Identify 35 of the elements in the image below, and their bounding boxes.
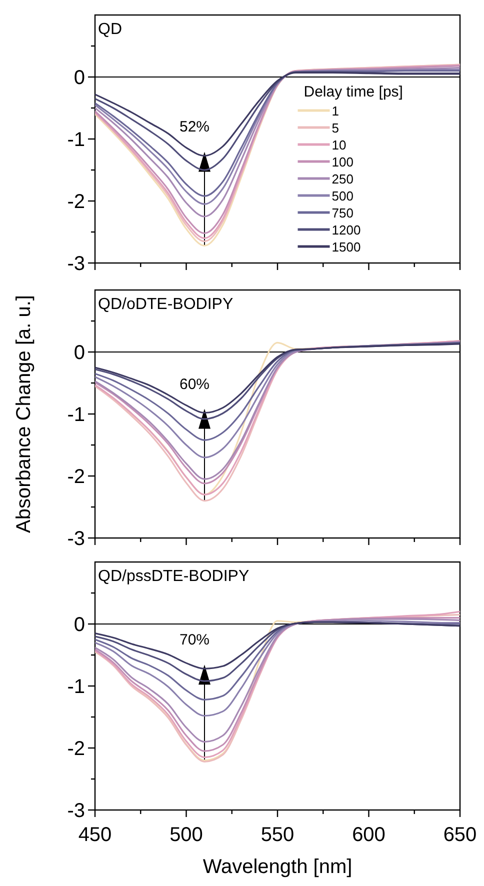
legend-label: 750 bbox=[332, 205, 354, 220]
x-tick-label: 550 bbox=[260, 824, 294, 846]
legend-label: 1200 bbox=[332, 222, 361, 238]
legend-label: 500 bbox=[332, 188, 354, 204]
annotation: 70% bbox=[179, 632, 210, 649]
y-tick-label: 0 bbox=[74, 67, 85, 89]
chart-title: QD bbox=[98, 21, 122, 38]
y-tick-label: -2 bbox=[67, 191, 85, 213]
x-tick-label: 600 bbox=[352, 824, 386, 846]
y-tick-label: -3 bbox=[67, 800, 85, 822]
x-axis-title: Wavelength [nm] bbox=[202, 856, 352, 878]
x-tick-label: 450 bbox=[78, 824, 112, 846]
legend-label: 100 bbox=[332, 154, 354, 170]
y-tick-label: -3 bbox=[67, 528, 85, 550]
y-tick-label: -1 bbox=[67, 404, 85, 426]
y-tick-label: 0 bbox=[74, 614, 85, 636]
chart-title: QD/oDTE-BODIPY bbox=[98, 296, 234, 313]
y-tick-label: -1 bbox=[67, 676, 85, 698]
y-tick-label: -3 bbox=[67, 253, 85, 275]
legend-label: 1500 bbox=[332, 239, 361, 254]
legend-label: 1 bbox=[332, 103, 339, 118]
x-tick-label: 650 bbox=[443, 824, 477, 846]
chart-title: QD/pssDTE-BODIPY bbox=[98, 568, 250, 585]
legend-label: 5 bbox=[332, 120, 339, 136]
y-tick-label: -2 bbox=[67, 738, 85, 760]
legend-title: Delay time [ps] bbox=[304, 83, 403, 100]
annotation: 60% bbox=[179, 376, 210, 393]
y-tick-label: -1 bbox=[67, 129, 85, 151]
legend-label: 250 bbox=[332, 171, 354, 186]
x-tick-label: 500 bbox=[170, 824, 203, 846]
y-tick-label: -2 bbox=[67, 466, 85, 488]
annotation: 52% bbox=[179, 118, 210, 136]
y-tick-label: 0 bbox=[74, 342, 85, 364]
y-axis-title: Absorbance Change [a. u.] bbox=[13, 295, 35, 533]
legend-label: 10 bbox=[332, 137, 346, 152]
